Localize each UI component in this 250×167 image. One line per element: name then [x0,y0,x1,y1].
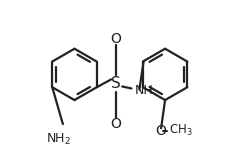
Text: NH$_2$: NH$_2$ [46,132,71,147]
Text: O: O [110,117,121,131]
Text: S: S [111,76,121,91]
Text: CH$_3$: CH$_3$ [169,123,193,138]
Text: NH: NH [134,85,153,98]
Text: O: O [156,124,166,138]
Text: O: O [110,32,121,46]
